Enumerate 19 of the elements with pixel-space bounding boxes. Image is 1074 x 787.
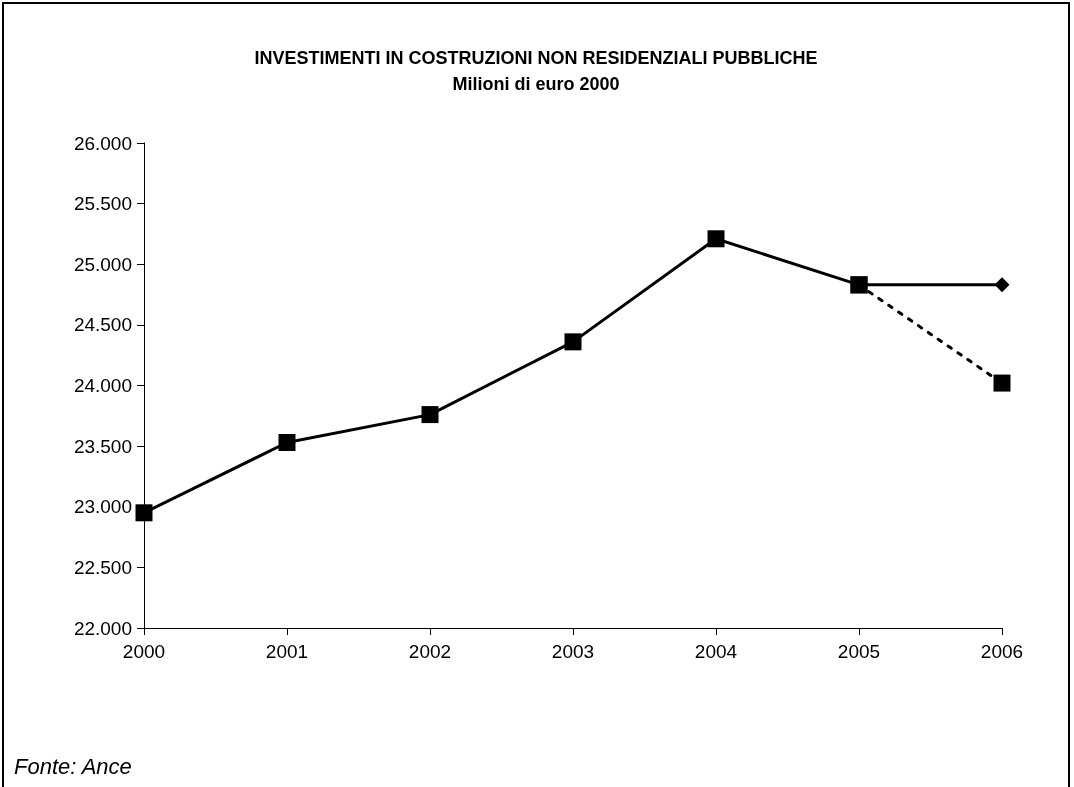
y-tick-label: 24.500 (73, 314, 132, 336)
x-tick-label: 2000 (122, 641, 166, 662)
y-tick-label: 23.000 (73, 496, 132, 518)
x-tick-label: 2001 (265, 641, 309, 662)
x-tick-label: 2005 (837, 641, 881, 662)
y-tick-label: 26.000 (73, 132, 132, 154)
y-tick-label: 22.500 (73, 556, 132, 578)
y-tick-label: 22.000 (73, 617, 132, 639)
chart-subtitle: Milioni di euro 2000 (452, 74, 620, 94)
source-note: Fonte: Ance (14, 753, 132, 779)
y-tick-label: 25.000 (73, 253, 132, 275)
x-tick-label: 2003 (551, 641, 595, 662)
y-tick-label: 23.500 (73, 435, 132, 457)
x-tick-label: 2002 (408, 641, 452, 662)
x-tick-label: 2004 (694, 641, 738, 662)
chart-title: INVESTIMENTI IN COSTRUZIONI NON RESIDENZIALI PUBBLICHE (254, 48, 818, 68)
y-tick-label: 24.000 (73, 375, 132, 396)
x-tick-label: 2006 (980, 641, 1024, 662)
y-tick-label: 25.500 (73, 193, 132, 215)
